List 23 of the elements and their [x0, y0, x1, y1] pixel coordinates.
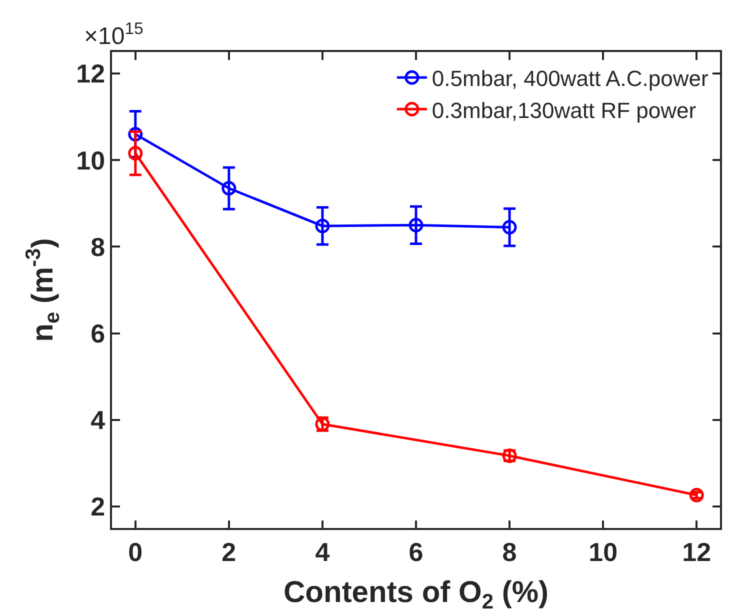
y-tick-label: 2 [90, 491, 106, 522]
point [222, 181, 236, 196]
x-tick-label: 12 [682, 536, 712, 567]
y-tick-label: 6 [90, 318, 106, 348]
point [502, 220, 517, 234]
point [689, 488, 704, 502]
point [128, 146, 143, 161]
x-tick-label: 8 [502, 536, 517, 567]
text: ×10$^{15}$ [84, 19, 144, 50]
y-tick-label: 8 [90, 232, 106, 262]
x-tick-label: 0 [128, 536, 143, 567]
legend-label: 0.3mbar,130watt RF power [432, 98, 696, 123]
x-tick-label: 6 [408, 536, 424, 567]
x-axis-title: Contents of O$_{2}$ (%) [284, 576, 548, 614]
point [408, 218, 424, 232]
y-tick-label: 12 [76, 58, 106, 89]
legend-label: 0.5mbar, 400watt A.C.power [432, 66, 708, 92]
y-tick-label: 4 [90, 404, 106, 435]
x-tick-label: 4 [315, 536, 330, 567]
point [315, 218, 330, 234]
x-tick-label: 10 [588, 536, 618, 567]
x-tick-label: 2 [222, 536, 236, 567]
y-tick-label: 10 [76, 145, 106, 176]
